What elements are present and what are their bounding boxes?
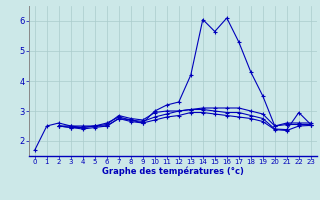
X-axis label: Graphe des températures (°c): Graphe des températures (°c): [102, 166, 244, 176]
